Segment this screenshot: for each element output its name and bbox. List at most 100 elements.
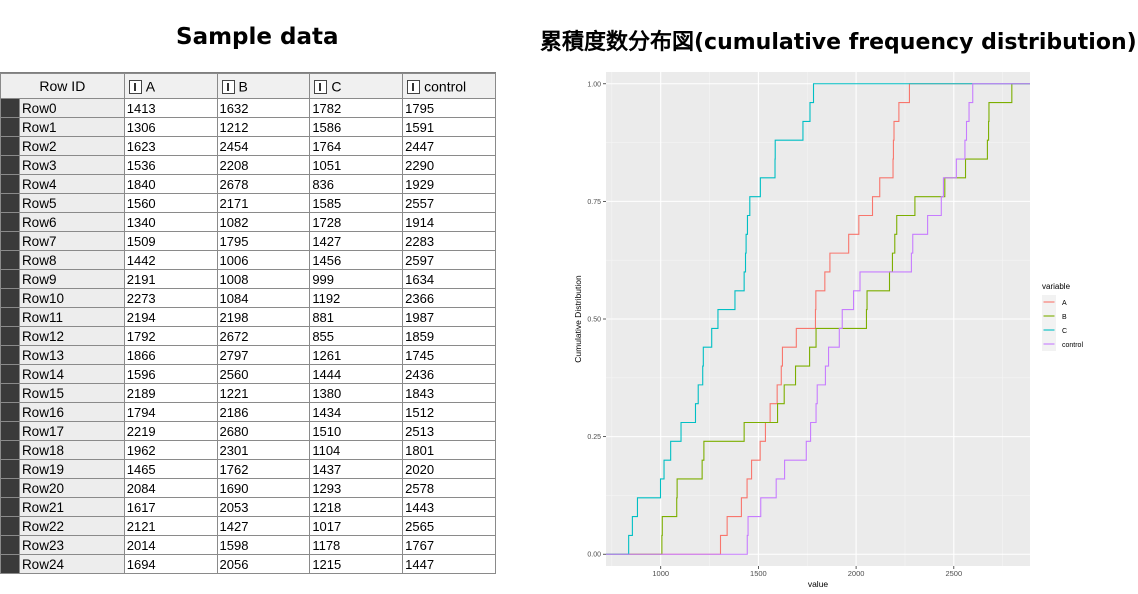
table-row[interactable]: Row16 1794 2186 1434 1512 xyxy=(0,402,496,422)
a-cell: 1962 xyxy=(123,440,218,460)
row-marker[interactable] xyxy=(0,174,20,194)
table-row[interactable]: Row12 1792 2672 855 1859 xyxy=(0,326,496,346)
a-cell: 2194 xyxy=(123,307,218,327)
table-row[interactable]: Row23 2014 1598 1178 1767 xyxy=(0,535,496,555)
c-cell: 1178 xyxy=(309,535,404,555)
b-cell: 1690 xyxy=(216,478,311,498)
column-header-b[interactable]: B xyxy=(216,73,311,99)
numeric-column-icon xyxy=(314,79,328,94)
row-id-cell: Row16 xyxy=(18,402,125,422)
c-cell: 1293 xyxy=(309,478,404,498)
row-marker[interactable] xyxy=(0,155,20,175)
table-header-row: Row ID A B C control xyxy=(0,73,496,99)
row-marker[interactable] xyxy=(0,193,20,213)
table-row[interactable]: Row7 1509 1795 1427 2283 xyxy=(0,231,496,251)
row-id-cell: Row22 xyxy=(18,516,125,536)
table-row[interactable]: Row24 1694 2056 1215 1447 xyxy=(0,554,496,574)
row-marker[interactable] xyxy=(0,269,20,289)
table-row[interactable]: Row0 1413 1632 1782 1795 xyxy=(0,98,496,118)
x-tick-label: 1000 xyxy=(652,569,669,578)
row-id-cell: Row2 xyxy=(18,136,125,156)
row-marker[interactable] xyxy=(0,345,20,365)
b-cell: 1212 xyxy=(216,117,311,137)
a-cell: 1560 xyxy=(123,193,218,213)
c-cell: 1192 xyxy=(309,288,404,308)
row-marker[interactable] xyxy=(0,497,20,517)
column-header-control[interactable]: control xyxy=(402,73,496,99)
table-row[interactable]: Row11 2194 2198 881 1987 xyxy=(0,307,496,327)
column-header-row-id[interactable]: Row ID xyxy=(0,73,125,99)
row-marker[interactable] xyxy=(0,554,20,574)
c-cell: 1764 xyxy=(309,136,404,156)
row-id-cell: Row14 xyxy=(18,364,125,384)
column-header-a[interactable]: A xyxy=(123,73,218,99)
table-row[interactable]: Row19 1465 1762 1437 2020 xyxy=(0,459,496,479)
table-row[interactable]: Row5 1560 2171 1585 2557 xyxy=(0,193,496,213)
b-cell: 1762 xyxy=(216,459,311,479)
row-marker[interactable] xyxy=(0,250,20,270)
row-marker[interactable] xyxy=(0,402,20,422)
row-marker[interactable] xyxy=(0,326,20,346)
table-row[interactable]: Row14 1596 2560 1444 2436 xyxy=(0,364,496,384)
row-id-cell: Row0 xyxy=(18,98,125,118)
row-marker[interactable] xyxy=(0,307,20,327)
table-row[interactable]: Row2 1623 2454 1764 2447 xyxy=(0,136,496,156)
row-marker[interactable] xyxy=(0,535,20,555)
row-marker[interactable] xyxy=(0,383,20,403)
b-cell: 2678 xyxy=(216,174,311,194)
c-cell: 1586 xyxy=(309,117,404,137)
row-marker[interactable] xyxy=(0,288,20,308)
column-header-c[interactable]: C xyxy=(309,73,404,99)
table-row[interactable]: Row3 1536 2208 1051 2290 xyxy=(0,155,496,175)
c-cell: 1782 xyxy=(309,98,404,118)
control-cell: 1843 xyxy=(402,383,496,403)
row-marker[interactable] xyxy=(0,98,20,118)
row-marker[interactable] xyxy=(0,136,20,156)
row-marker[interactable] xyxy=(0,117,20,137)
a-cell: 1442 xyxy=(123,250,218,270)
table-row[interactable]: Row17 2219 2680 1510 2513 xyxy=(0,421,496,441)
table-row[interactable]: Row4 1840 2678 836 1929 xyxy=(0,174,496,194)
table-row[interactable]: Row15 2189 1221 1380 1843 xyxy=(0,383,496,403)
control-cell: 1801 xyxy=(402,440,496,460)
control-cell: 2283 xyxy=(402,231,496,251)
row-marker[interactable] xyxy=(0,459,20,479)
column-header-label: control xyxy=(424,78,467,95)
row-marker[interactable] xyxy=(0,364,20,384)
row-marker[interactable] xyxy=(0,231,20,251)
b-cell: 2186 xyxy=(216,402,311,422)
row-marker[interactable] xyxy=(0,212,20,232)
table-row[interactable]: Row21 1617 2053 1218 1443 xyxy=(0,497,496,517)
x-tick-label: 2000 xyxy=(848,569,865,578)
a-cell: 1694 xyxy=(123,554,218,574)
table-row[interactable]: Row1 1306 1212 1586 1591 xyxy=(0,117,496,137)
b-cell: 1008 xyxy=(216,269,311,289)
cumulative-distribution-chart: 0.00 0.25 0.50 0.75 1.00 1000 1500 2000 2500 valu… xyxy=(566,70,1096,592)
row-marker[interactable] xyxy=(0,440,20,460)
a-cell: 2014 xyxy=(123,535,218,555)
chart-heading: 累積度数分布図(cumulative frequency distributio… xyxy=(540,30,1137,55)
table-row[interactable]: Row13 1866 2797 1261 1745 xyxy=(0,345,496,365)
table-row[interactable]: Row18 1962 2301 1104 1801 xyxy=(0,440,496,460)
b-cell: 1006 xyxy=(216,250,311,270)
table-row[interactable]: Row9 2191 1008 999 1634 xyxy=(0,269,496,289)
c-cell: 1510 xyxy=(309,421,404,441)
b-cell: 2797 xyxy=(216,345,311,365)
table-row[interactable]: Row6 1340 1082 1728 1914 xyxy=(0,212,496,232)
a-cell: 1866 xyxy=(123,345,218,365)
c-cell: 1444 xyxy=(309,364,404,384)
data-table-panel: Row ID A B C control Row0 1413 1632 1782 179… xyxy=(0,72,496,594)
table-row[interactable]: Row8 1442 1006 1456 2597 xyxy=(0,250,496,270)
row-id-cell: Row5 xyxy=(18,193,125,213)
row-marker[interactable] xyxy=(0,478,20,498)
c-cell: 881 xyxy=(309,307,404,327)
row-marker[interactable] xyxy=(0,421,20,441)
table-row[interactable]: Row10 2273 1084 1192 2366 xyxy=(0,288,496,308)
x-tick-label: 1500 xyxy=(750,569,767,578)
table-row[interactable]: Row20 2084 1690 1293 2578 xyxy=(0,478,496,498)
a-cell: 1623 xyxy=(123,136,218,156)
row-marker[interactable] xyxy=(0,516,20,536)
b-cell: 1427 xyxy=(216,516,311,536)
x-axis-title: value xyxy=(808,579,829,589)
table-row[interactable]: Row22 2121 1427 1017 2565 xyxy=(0,516,496,536)
